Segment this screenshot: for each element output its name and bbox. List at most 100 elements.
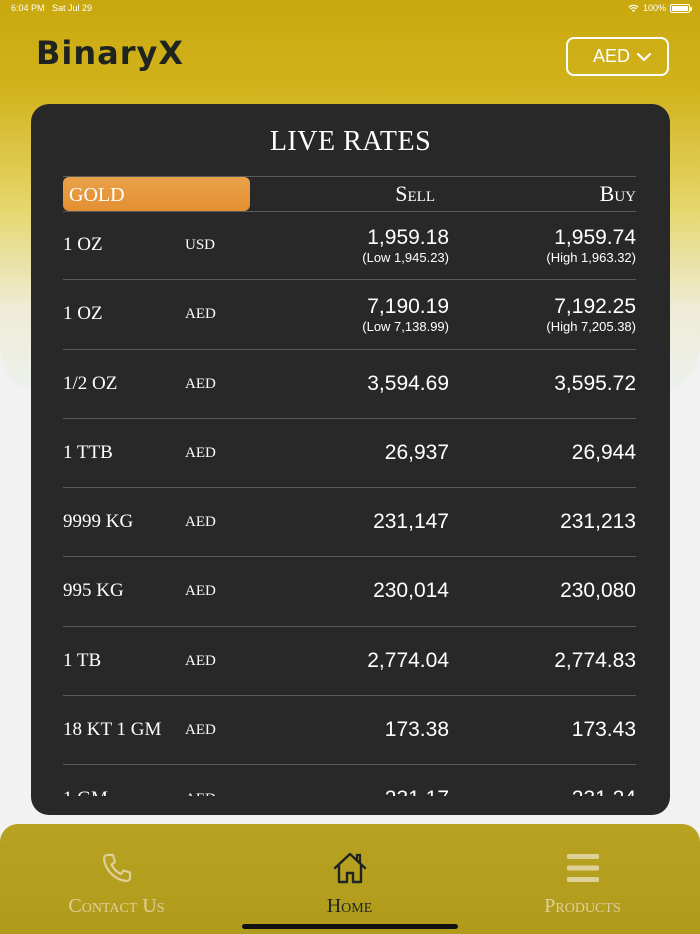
buy-cell: 2,774.83 <box>554 627 636 695</box>
battery-percent: 100% <box>642 3 666 13</box>
row-divider <box>63 348 636 350</box>
nav-label-products: Products <box>544 895 621 917</box>
status-date: Sat Jul 29 <box>52 3 93 13</box>
sell-low: (Low 1,945.23) <box>362 249 449 265</box>
buy-price: 2,774.83 <box>554 648 636 672</box>
nav-label-contact-us: Contact Us <box>68 895 165 917</box>
header-divider-top <box>63 176 636 177</box>
app-logo: BinaryX <box>36 34 185 72</box>
rate-row[interactable]: 1 TB AED 2,774.04 2,774.83 <box>31 627 670 697</box>
rate-currency: AED <box>185 652 216 669</box>
column-header-sell: Sell <box>395 181 435 206</box>
sell-cell: 1,959.18 (Low 1,945.23) <box>362 211 449 279</box>
sell-cell: 2,774.04 <box>367 627 449 695</box>
rate-name: 18 KT 1 GM <box>63 719 162 741</box>
rate-currency: AED <box>185 514 216 531</box>
buy-cell: 173.43 <box>572 696 636 764</box>
buy-price: 1,959.74 <box>554 225 636 249</box>
rate-currency: USD <box>185 237 216 253</box>
tab-gold[interactable]: GOLD <box>63 177 250 211</box>
currency-dropdown[interactable]: AED <box>566 37 669 76</box>
sell-cell: 231,147 <box>373 488 449 556</box>
rate-row[interactable]: 1 OZ USD 1,959.18 (Low 1,945.23) 1,959.74 (Hi… <box>31 211 670 281</box>
sell-price: 231,147 <box>373 510 449 534</box>
rate-currency: AED <box>185 583 216 600</box>
column-header-buy: Buy <box>599 181 636 206</box>
bottom-nav: Contact Us Home Products <box>0 824 700 934</box>
home-indicator[interactable] <box>242 924 458 929</box>
rate-name: 1 TB <box>63 649 102 671</box>
buy-price: 26,944 <box>571 440 636 464</box>
buy-high: (High 1,963.32) <box>546 249 636 265</box>
rate-currency: AED <box>185 306 216 323</box>
wifi-icon <box>628 4 639 12</box>
nav-label-home: Home <box>326 895 373 917</box>
rate-row[interactable]: 1 GM AED 231.17 231.24 <box>31 765 670 796</box>
buy-price: 7,192.25 <box>554 294 636 318</box>
sell-cell: 173.38 <box>385 696 449 764</box>
sell-low: (Low 7,138.99) <box>362 318 449 334</box>
sell-cell: 231.17 <box>385 765 449 796</box>
rate-name: 1 OZ <box>63 303 103 325</box>
sell-cell: 26,937 <box>385 419 449 487</box>
battery-icon <box>670 3 692 13</box>
buy-price: 3,595.72 <box>554 371 636 395</box>
rate-row[interactable]: 9999 KG AED 231,147 231,213 <box>31 488 670 558</box>
rate-name: 1 GM <box>63 765 108 796</box>
nav-products[interactable]: Products <box>466 824 699 934</box>
buy-cell: 231,213 <box>560 488 636 556</box>
row-divider <box>63 417 636 419</box>
buy-cell: 7,192.25 (High 7,205.38) <box>546 280 636 348</box>
sell-price: 173.38 <box>384 718 449 742</box>
rate-name: 995 KG <box>63 580 124 602</box>
row-divider <box>63 625 636 627</box>
status-right: 100% <box>628 3 692 13</box>
buy-cell: 26,944 <box>572 419 636 487</box>
rates-list[interactable]: 1 OZ USD 1,959.18 (Low 1,945.23) 1,959.74 (Hi… <box>31 211 670 796</box>
row-divider <box>63 279 636 281</box>
currency-selected: AED <box>593 46 631 66</box>
rate-row[interactable]: 1 OZ AED 7,190.19 (Low 7,138.99) 7,192.25 (Hi… <box>31 280 670 350</box>
status-time: 6:04 PM <box>11 3 45 13</box>
sell-price: 231.17 <box>385 787 449 796</box>
rate-currency: AED <box>185 375 216 392</box>
buy-cell: 231.24 <box>572 765 636 796</box>
rate-currency: AED <box>185 722 216 739</box>
phone-icon <box>102 853 131 883</box>
menu-icon <box>566 854 599 882</box>
rate-row[interactable]: 1 TTB AED 26,937 26,944 <box>31 419 670 489</box>
sell-cell: 7,190.19 (Low 7,138.99) <box>362 280 449 348</box>
buy-price: 231,213 <box>560 510 636 534</box>
rate-row[interactable]: 1/2 OZ AED 3,594.69 3,595.72 <box>31 350 670 419</box>
nav-contact-us[interactable]: Contact Us <box>0 824 233 934</box>
home-icon <box>333 852 366 884</box>
rate-currency: AED <box>185 444 216 461</box>
sell-price: 3,594.69 <box>367 371 449 395</box>
sell-price: 230,014 <box>373 579 449 603</box>
row-divider <box>63 556 636 558</box>
rate-row[interactable]: 18 KT 1 GM AED 173.38 173.43 <box>31 696 670 766</box>
nav-home[interactable]: Home <box>233 824 466 934</box>
sell-cell: 230,014 <box>373 557 449 625</box>
sell-price: 26,937 <box>384 440 449 464</box>
live-rates-card: LIVE RATES GOLD Sell Buy 1 OZ USD 1,959.18… <box>31 104 670 815</box>
sell-price: 7,190.19 <box>367 294 449 318</box>
rate-currency: AED <box>185 765 216 796</box>
sell-cell: 3,594.69 <box>367 350 449 418</box>
buy-cell: 1,959.74 (High 1,963.32) <box>546 211 636 279</box>
rate-name: 1/2 OZ <box>63 372 118 394</box>
row-divider <box>63 764 636 766</box>
rate-name: 1 OZ <box>63 234 103 255</box>
buy-high: (High 7,205.38) <box>546 318 636 334</box>
rate-row[interactable]: 995 KG AED 230,014 230,080 <box>31 557 670 627</box>
buy-price: 231.24 <box>572 787 636 796</box>
buy-price: 230,080 <box>560 579 636 603</box>
chevron-down-icon <box>636 52 652 62</box>
rate-name: 9999 KG <box>63 511 134 533</box>
sell-price: 1,959.18 <box>367 225 449 249</box>
buy-cell: 3,595.72 <box>554 350 636 418</box>
sell-price: 2,774.04 <box>367 648 449 672</box>
header-divider-bottom <box>63 211 636 212</box>
row-divider <box>63 487 636 489</box>
row-divider <box>63 695 636 697</box>
